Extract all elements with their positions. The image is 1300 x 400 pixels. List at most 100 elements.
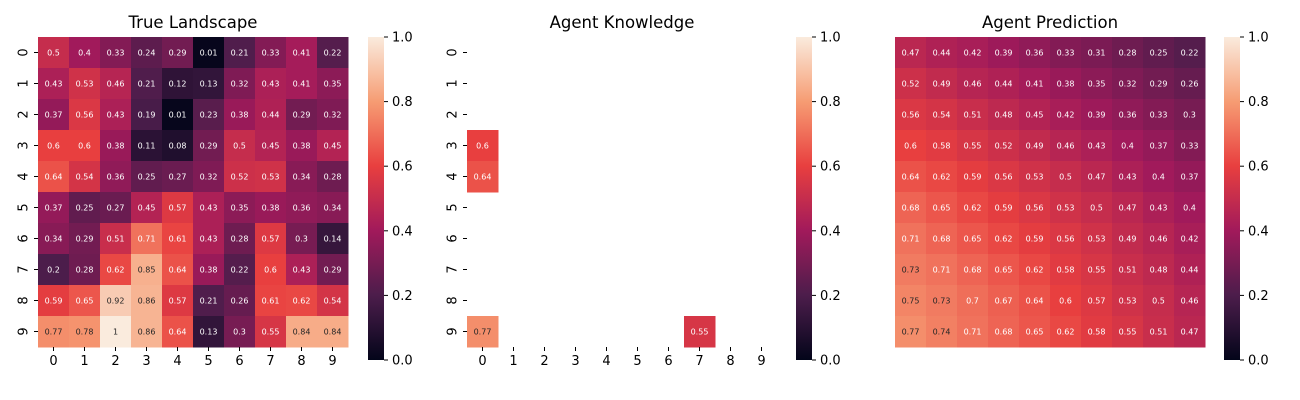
heatmap-cell — [38, 254, 70, 286]
heatmap-cell — [162, 285, 194, 317]
colorbar: 0.0 0.2 0.4 0.6 0.8 1.0 — [368, 31, 413, 369]
cell-value-label: 0.49 — [933, 80, 951, 89]
cell-value-label: 0.4 — [1183, 204, 1196, 213]
cell-value-label: 0.6 — [1059, 297, 1072, 306]
cell-value-label: 0.62 — [1026, 266, 1044, 275]
heatmap-cell — [895, 161, 927, 193]
heatmap-cell — [69, 37, 101, 69]
heatmap-cell — [69, 130, 101, 162]
heatmap-cell — [1174, 223, 1206, 255]
cell-value-label: 0.71 — [902, 235, 920, 244]
heatmap-cell — [467, 130, 499, 162]
colorbar-gradient — [1224, 37, 1240, 360]
cell-value-label: 0.52 — [995, 142, 1013, 151]
heatmap-cell — [193, 99, 225, 131]
cell-value-label: 0.12 — [169, 80, 187, 89]
cell-value-label: 0.59 — [964, 173, 982, 182]
heatmap-cell — [1174, 285, 1206, 317]
y-tick-label: 5 — [17, 203, 32, 211]
heatmap-cell — [131, 316, 163, 348]
heatmap-cell — [162, 254, 194, 286]
y-tick-label: 6 — [17, 234, 32, 242]
heatmap-cell — [1081, 161, 1113, 193]
colorbar-tick-label: 0.8 — [820, 95, 841, 110]
cell-value-label: 0.11 — [138, 142, 156, 151]
cell-value-label: 0.5 — [1090, 204, 1103, 213]
y-tick-label: 4 — [446, 172, 461, 180]
cell-value-label: 0.48 — [995, 111, 1013, 120]
cell-value-label: 0.52 — [902, 80, 920, 89]
heatmap-cell — [1019, 192, 1051, 224]
heatmap-cell — [131, 68, 163, 100]
heatmap-cell — [38, 37, 70, 69]
y-tick-label: 1 — [17, 79, 32, 87]
cell-value-label: 0.54 — [76, 173, 94, 182]
heatmap-cell — [1112, 161, 1144, 193]
y-tick-label: 5 — [446, 203, 461, 211]
heatmap-cell — [988, 223, 1020, 255]
heatmap-cell — [317, 192, 349, 224]
heatmap-cell — [286, 285, 318, 317]
cell-value-label: 0.67 — [995, 297, 1013, 306]
heatmap-cell — [69, 254, 101, 286]
heatmap-cell — [317, 37, 349, 69]
cell-value-label: 0.34 — [45, 235, 63, 244]
heatmap-cell — [69, 223, 101, 255]
cell-value-label: 0.13 — [200, 80, 218, 89]
cell-value-label: 0.33 — [107, 49, 125, 58]
cell-value-label: 0.53 — [1057, 204, 1075, 213]
heatmap-cell — [286, 254, 318, 286]
y-tick-label: 2 — [17, 110, 32, 118]
heatmap-cell — [957, 316, 989, 348]
cell-value-label: 0.57 — [169, 297, 187, 306]
heatmap-cell — [1143, 223, 1175, 255]
cell-value-label: 0.46 — [1057, 142, 1075, 151]
cell-value-label: 0.6 — [476, 142, 489, 151]
cell-value-label: 0.47 — [902, 49, 920, 58]
cell-value-label: 0.36 — [1119, 111, 1137, 120]
heatmap-cell — [1081, 254, 1113, 286]
colorbar-gradient — [368, 37, 384, 360]
cell-value-label: 0.57 — [169, 204, 187, 213]
heatmap-cell — [38, 316, 70, 348]
heatmap-cells: 0.6 0.64 0.77 0.55 — [467, 130, 716, 348]
heatmap-cell — [988, 192, 1020, 224]
cell-value-label: 0.26 — [231, 297, 249, 306]
heatmap-cell — [1174, 99, 1206, 131]
heatmap-cell — [100, 99, 132, 131]
heatmap-cell — [38, 161, 70, 193]
heatmap-cell — [926, 285, 958, 317]
heatmap-cell — [1019, 37, 1051, 69]
cell-value-label: 0.43 — [262, 80, 280, 89]
cell-value-label: 0.43 — [1119, 173, 1137, 182]
heatmap-cell — [1081, 37, 1113, 69]
heatmap-cell — [957, 99, 989, 131]
cell-value-label: 0.23 — [200, 111, 218, 120]
cell-value-label: 0.53 — [1088, 235, 1106, 244]
cell-value-label: 0.29 — [324, 266, 342, 275]
cell-value-label: 0.42 — [1057, 111, 1075, 120]
heatmap-cell — [926, 161, 958, 193]
heatmap-cell — [317, 130, 349, 162]
cell-value-label: 0.68 — [933, 235, 951, 244]
cell-value-label: 0.42 — [1181, 235, 1199, 244]
heatmap-cell — [988, 161, 1020, 193]
heatmap-cell — [100, 68, 132, 100]
heatmap-cell — [1143, 161, 1175, 193]
cell-value-label: 0.32 — [200, 173, 218, 182]
heatmap-cell — [193, 192, 225, 224]
cell-value-label: 0.27 — [169, 173, 187, 182]
cell-value-label: 0.71 — [138, 235, 156, 244]
x-tick-label: 1 — [80, 354, 88, 369]
cell-value-label: 0.52 — [231, 173, 249, 182]
heatmap-cell — [1112, 316, 1144, 348]
cell-value-label: 0.38 — [107, 142, 125, 151]
x-tick-label: 5 — [633, 354, 641, 369]
cell-value-label: 0.25 — [76, 204, 94, 213]
cell-value-label: 0.54 — [324, 297, 342, 306]
heatmap-cell — [895, 99, 927, 131]
cell-value-label: 0.34 — [293, 173, 311, 182]
cell-value-label: 0.37 — [45, 111, 63, 120]
heatmap-cell — [1174, 316, 1206, 348]
heatmap-cell — [224, 192, 256, 224]
